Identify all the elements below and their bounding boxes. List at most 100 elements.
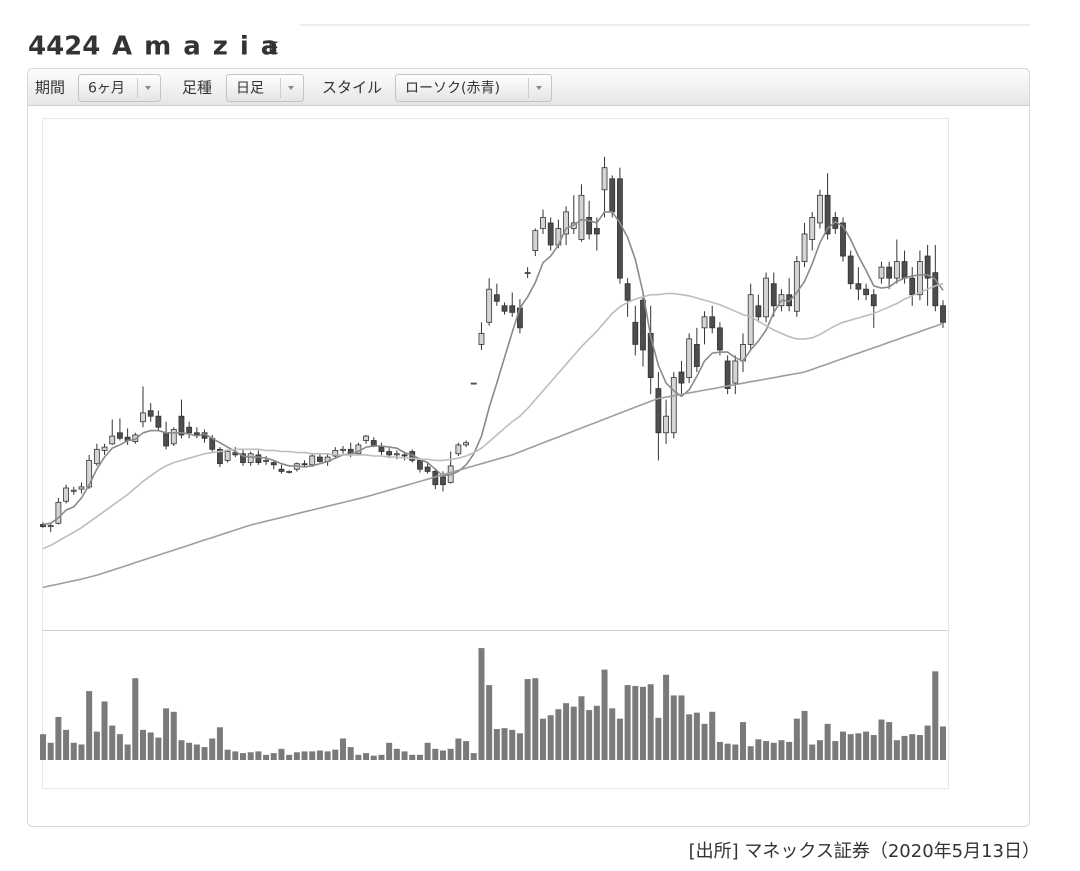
candle-body: [501, 305, 508, 312]
volume-bar: [755, 739, 762, 760]
candle-body: [240, 453, 246, 463]
volume-bar: [424, 742, 431, 760]
volume-bar: [393, 748, 400, 760]
volume-bar: [770, 742, 777, 760]
candle-body: [163, 432, 169, 447]
candle-body: [578, 194, 585, 240]
volume-bar: [940, 726, 946, 760]
volume-bar: [516, 733, 523, 760]
candle-body: [524, 272, 531, 275]
volume-bar: [455, 738, 462, 760]
candle-body: [393, 453, 400, 456]
volume-bar: [386, 742, 393, 760]
candle-body: [755, 305, 762, 318]
moving-average-line: [42, 211, 944, 526]
volume-bar: [40, 734, 46, 760]
candle-body: [840, 222, 846, 257]
candle-body: [593, 228, 600, 235]
candle-body: [701, 316, 708, 329]
candle-body: [709, 316, 716, 329]
candle-body: [455, 444, 462, 455]
volume-bar: [555, 709, 562, 760]
volume-bar: [401, 751, 408, 760]
volume-bar: [616, 718, 623, 760]
candle-body: [440, 476, 446, 486]
volume-bar: [432, 748, 439, 760]
dropdown[interactable]: ローソク(赤青): [395, 74, 552, 102]
volume-bar: [493, 729, 500, 760]
control-label: 期間: [35, 79, 65, 97]
volume-bar: [263, 754, 270, 760]
lines-layer: [42, 211, 944, 589]
volume-bar: [624, 685, 631, 760]
volume-bar: [186, 742, 193, 760]
volume-bar: [447, 748, 454, 760]
volume-bar: [893, 740, 900, 760]
candle-body: [747, 294, 754, 345]
volume-bar: [316, 750, 323, 760]
volume-bar: [324, 751, 331, 760]
volume-bar: [886, 722, 893, 760]
candle-body: [109, 435, 116, 445]
volume-bar: [301, 751, 308, 760]
volume-bar: [332, 749, 339, 760]
candle-body: [486, 288, 493, 323]
volume-bar: [824, 723, 831, 760]
volume-bar: [870, 735, 877, 760]
volume-bar: [832, 741, 839, 760]
volume-bar: [640, 686, 646, 760]
dropdown[interactable]: 日足: [226, 74, 304, 102]
candle-body: [247, 453, 254, 463]
candle-body: [647, 332, 654, 378]
volume-bar: [86, 691, 93, 760]
volume-bar: [355, 754, 362, 760]
candle-body: [509, 305, 516, 313]
candle-body: [563, 211, 569, 235]
control-label: 足種: [182, 79, 212, 97]
candle-body: [417, 459, 423, 470]
candle-body: [924, 255, 931, 279]
volume-bar: [124, 744, 131, 760]
candle-body: [55, 501, 62, 524]
volume-bar: [440, 750, 446, 760]
volume-bar: [416, 754, 423, 760]
candle-body: [78, 486, 85, 490]
candle-body: [186, 426, 193, 434]
volume-bar: [647, 684, 654, 760]
volume-bar: [463, 741, 470, 760]
moving-average-line: [42, 282, 944, 550]
volume-bar: [632, 685, 639, 760]
volume-bar: [570, 706, 577, 760]
volume-bar: [916, 735, 923, 760]
volume-bar: [478, 648, 485, 760]
candle-body: [847, 255, 854, 285]
candle-body: [286, 471, 293, 473]
volume-bar: [840, 731, 846, 760]
volume-bar: [47, 742, 54, 760]
candle-body: [463, 442, 469, 446]
candle-body: [63, 487, 69, 502]
volume-bar: [547, 715, 554, 760]
dropdown-value: ローソク(赤青): [405, 81, 500, 97]
candle-body: [940, 305, 946, 323]
dropdown[interactable]: 6ヶ月: [78, 74, 161, 102]
candle-body: [809, 216, 816, 240]
candle-body: [624, 283, 631, 301]
volume-bar: [701, 723, 708, 760]
volume-bar: [578, 696, 585, 760]
candle-body: [540, 216, 546, 229]
volume-bar: [232, 751, 239, 760]
dropdown-value: 6ヶ月: [88, 81, 125, 97]
volume-bar: [816, 740, 823, 760]
candle-body: [917, 261, 923, 296]
volume-bar: [540, 718, 546, 760]
volume-bar: [716, 741, 723, 760]
candle-body: [863, 288, 869, 296]
candle-body: [340, 448, 346, 451]
candle-body: [609, 178, 616, 213]
volume-bar: [193, 744, 200, 760]
volume-bar: [509, 729, 516, 760]
candle-body: [217, 448, 223, 465]
candle-body: [886, 266, 893, 279]
